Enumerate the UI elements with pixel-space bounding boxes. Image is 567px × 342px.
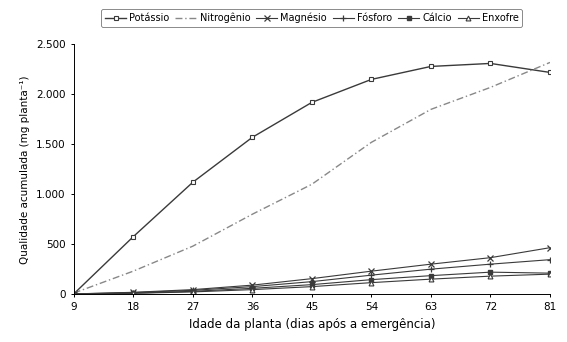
Legend: Potássio, Nitrogênio, Magnésio, Fósforo, Cálcio, Enxofre: Potássio, Nitrogênio, Magnésio, Fósforo,… (101, 9, 522, 27)
Y-axis label: Qualidade acumulada (mg planta⁻¹): Qualidade acumulada (mg planta⁻¹) (20, 75, 30, 264)
X-axis label: Idade da planta (dias após a emergência): Idade da planta (dias após a emergência) (189, 318, 435, 331)
